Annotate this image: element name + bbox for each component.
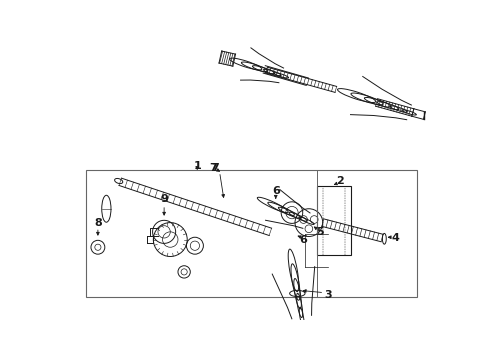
Text: 6: 6 [299, 235, 307, 244]
Text: 4: 4 [391, 233, 399, 243]
Text: 8: 8 [94, 217, 102, 228]
Text: 6: 6 [272, 186, 280, 196]
Text: 3: 3 [324, 290, 332, 300]
Bar [317, 186, 351, 255]
Text: 5: 5 [317, 227, 324, 237]
Text: 9: 9 [160, 194, 168, 204]
Text: 2: 2 [336, 176, 343, 186]
Text: 1: 1 [194, 161, 201, 171]
Ellipse shape [115, 179, 123, 184]
Bar [86, 170, 416, 297]
Text: 7: 7 [211, 163, 219, 173]
Text: 7: 7 [210, 163, 217, 173]
Ellipse shape [102, 195, 111, 222]
